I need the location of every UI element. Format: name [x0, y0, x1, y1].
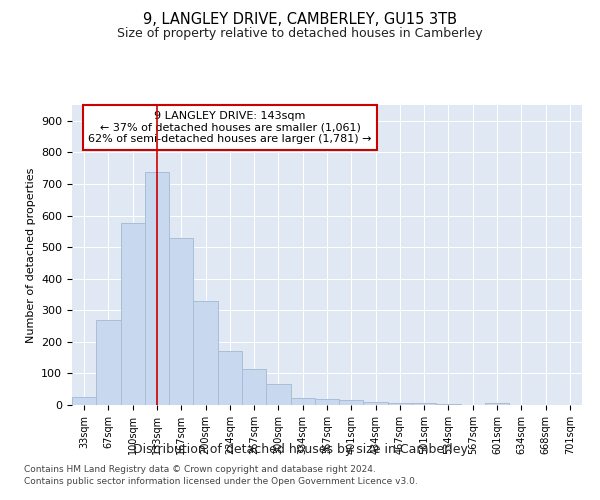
- Text: 9 LANGLEY DRIVE: 143sqm
← 37% of detached houses are smaller (1,061)
62% of semi: 9 LANGLEY DRIVE: 143sqm ← 37% of detache…: [88, 111, 372, 144]
- Bar: [242, 368, 266, 405]
- Bar: [388, 403, 412, 405]
- Bar: [339, 400, 364, 405]
- Bar: [266, 384, 290, 405]
- Y-axis label: Number of detached properties: Number of detached properties: [26, 168, 35, 342]
- Bar: [315, 400, 339, 405]
- Bar: [290, 398, 315, 405]
- Text: Contains HM Land Registry data © Crown copyright and database right 2024.: Contains HM Land Registry data © Crown c…: [24, 466, 376, 474]
- Bar: [121, 224, 145, 405]
- Bar: [218, 352, 242, 405]
- Text: Size of property relative to detached houses in Camberley: Size of property relative to detached ho…: [117, 28, 483, 40]
- Bar: [72, 397, 96, 405]
- Bar: [145, 172, 169, 405]
- Text: Distribution of detached houses by size in Camberley: Distribution of detached houses by size …: [133, 442, 467, 456]
- Bar: [485, 404, 509, 405]
- Text: Contains public sector information licensed under the Open Government Licence v3: Contains public sector information licen…: [24, 477, 418, 486]
- Bar: [436, 404, 461, 405]
- Bar: [412, 404, 436, 405]
- Bar: [364, 402, 388, 405]
- Bar: [169, 238, 193, 405]
- Text: 9, LANGLEY DRIVE, CAMBERLEY, GU15 3TB: 9, LANGLEY DRIVE, CAMBERLEY, GU15 3TB: [143, 12, 457, 28]
- Bar: [96, 320, 121, 405]
- Bar: [193, 301, 218, 405]
